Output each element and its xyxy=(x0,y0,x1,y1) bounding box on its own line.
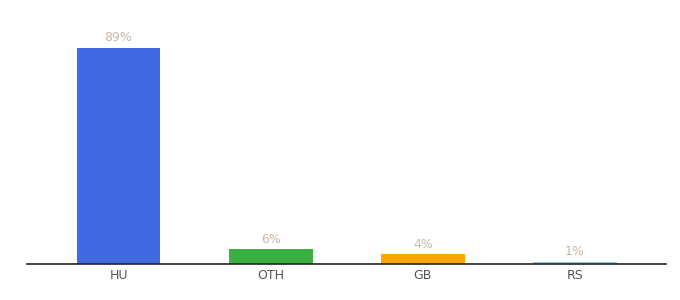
Bar xyxy=(77,48,160,264)
Text: 6%: 6% xyxy=(260,233,281,246)
Text: 89%: 89% xyxy=(105,31,133,44)
Bar xyxy=(533,262,617,264)
Text: 4%: 4% xyxy=(413,238,433,250)
Bar xyxy=(381,254,464,264)
Bar xyxy=(229,249,313,264)
Text: 1%: 1% xyxy=(565,245,585,258)
